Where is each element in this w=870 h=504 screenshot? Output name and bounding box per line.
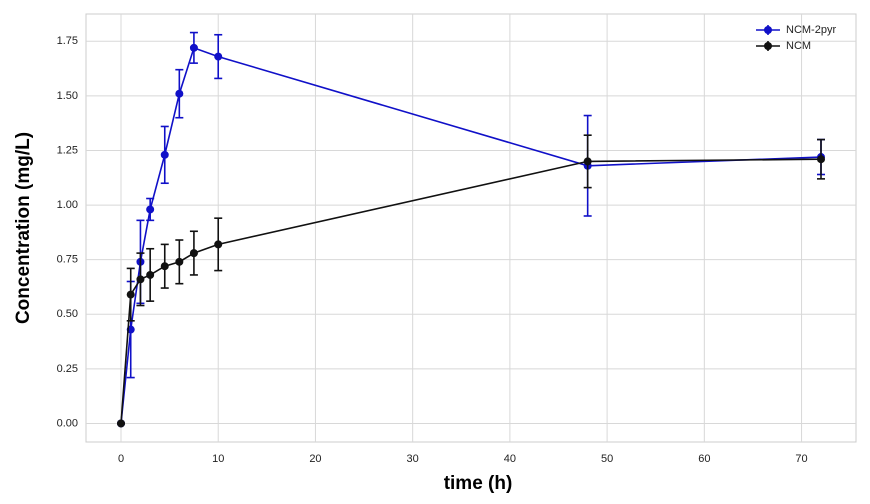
point xyxy=(817,155,825,164)
point xyxy=(126,290,135,299)
point xyxy=(583,157,592,166)
legend-label: NCM xyxy=(786,40,811,52)
x-tick-label: 0 xyxy=(118,453,124,465)
y-tick-label: 0.00 xyxy=(57,417,78,429)
legend: NCM-2pyr NCM xyxy=(756,24,836,52)
point xyxy=(146,205,155,214)
x-tick-label: 10 xyxy=(212,453,224,465)
point xyxy=(189,249,198,258)
point xyxy=(160,262,169,271)
x-tick-label: 40 xyxy=(504,453,516,465)
y-axis-label: Concentration (mg/L) xyxy=(13,132,34,324)
legend-label: NCM-2pyr xyxy=(786,24,836,36)
y-tick-label: 0.25 xyxy=(57,363,78,375)
point xyxy=(189,43,198,52)
y-tick-label: 1.75 xyxy=(57,35,78,47)
point xyxy=(136,275,145,284)
point xyxy=(160,150,169,159)
legend-marker xyxy=(764,26,772,34)
y-tick-label: 1.00 xyxy=(57,199,78,211)
point xyxy=(214,240,223,249)
point xyxy=(146,270,155,279)
legend-marker xyxy=(764,42,772,50)
line xyxy=(120,46,822,424)
series xyxy=(117,134,825,428)
point xyxy=(117,419,125,428)
y-tick-label: 1.25 xyxy=(57,144,78,156)
x-axis-label: time (h) xyxy=(444,473,513,494)
y-tick-label: 0.50 xyxy=(57,308,78,320)
x-tick-label: 30 xyxy=(407,453,419,465)
x-tick-label: 50 xyxy=(601,453,613,465)
y-tick-label: 0.75 xyxy=(57,254,78,266)
point xyxy=(175,257,184,266)
y-tick-label: 1.50 xyxy=(57,90,78,102)
line xyxy=(120,158,822,424)
point xyxy=(175,89,184,98)
point xyxy=(214,52,223,61)
plot-area xyxy=(85,13,857,443)
x-tick-label: 70 xyxy=(795,453,807,465)
x-tick-label: 60 xyxy=(698,453,710,465)
x-tick-label: 20 xyxy=(309,453,321,465)
